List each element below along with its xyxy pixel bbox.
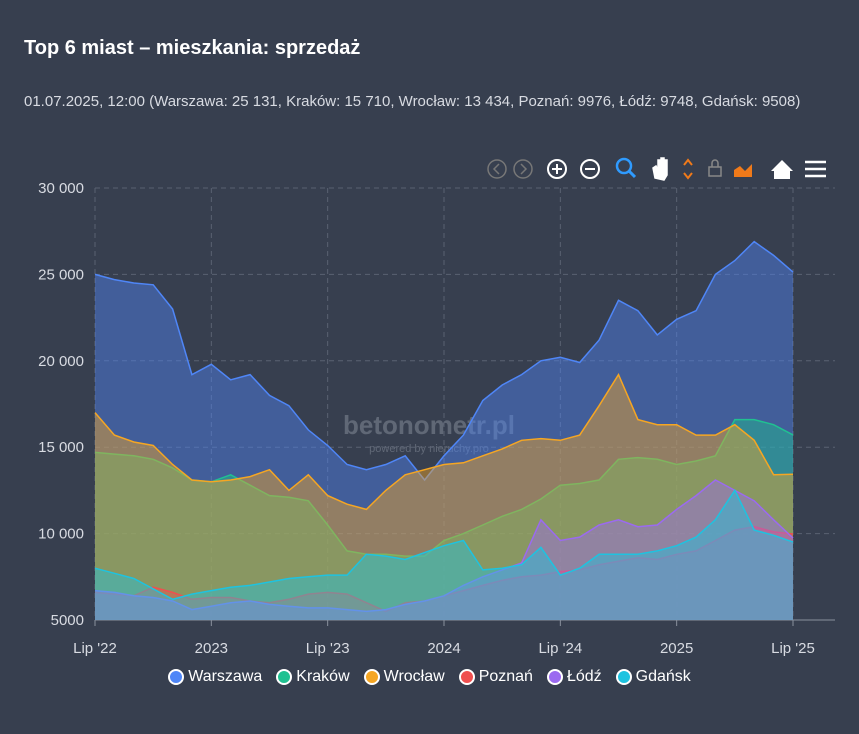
area-fill bbox=[95, 241, 793, 620]
legend-item[interactable]: Kraków bbox=[276, 668, 350, 686]
legend-marker bbox=[546, 669, 563, 685]
x-tick-label: Lip '23 bbox=[306, 640, 350, 657]
legend-label: Łódź bbox=[566, 668, 602, 685]
zoom-select[interactable] bbox=[615, 157, 637, 179]
area-fill bbox=[95, 526, 793, 620]
series-line bbox=[94, 479, 794, 613]
menu[interactable] bbox=[805, 160, 826, 178]
legend-label: Gdańsk bbox=[635, 668, 691, 685]
legend-marker bbox=[276, 669, 293, 685]
chart-subtitle: 01.07.2025, 12:00 (Warszawa: 25 131, Kra… bbox=[24, 93, 801, 110]
area-fill bbox=[95, 374, 793, 620]
legend-marker bbox=[615, 669, 632, 685]
legend: Warszawa Kraków Wrocław Poznań Łódź Gdańsk bbox=[0, 668, 859, 686]
y-tick-label: 5000 bbox=[51, 612, 84, 629]
watermark: betonometr.pl bbox=[343, 410, 515, 440]
zoom-in[interactable] bbox=[547, 159, 567, 179]
legend-label: Kraków bbox=[296, 668, 350, 685]
legend-label: Poznań bbox=[478, 668, 533, 685]
y-tick-label: 10 000 bbox=[38, 526, 84, 543]
x-tick-label: 2024 bbox=[427, 640, 460, 657]
area-fill bbox=[95, 480, 793, 620]
legend-item[interactable]: Warszawa bbox=[168, 668, 262, 686]
home[interactable] bbox=[771, 160, 793, 179]
legend-item[interactable]: Gdańsk bbox=[615, 668, 691, 686]
pan-right[interactable] bbox=[513, 159, 533, 179]
x-tick-label: 2025 bbox=[660, 640, 693, 657]
watermark-note: powered by nieruchy.pro bbox=[369, 443, 489, 455]
y-tick-label: 30 000 bbox=[38, 180, 84, 197]
legend-item[interactable]: Łódź bbox=[546, 668, 602, 686]
toolbar bbox=[487, 157, 826, 181]
x-tick-label: Lip '24 bbox=[538, 640, 582, 657]
legend-marker bbox=[363, 669, 380, 685]
legend-label: Wrocław bbox=[383, 668, 445, 685]
x-tick-label: Lip '25 bbox=[771, 640, 815, 657]
area-fill bbox=[95, 490, 793, 620]
legend-item[interactable]: Wrocław bbox=[363, 668, 445, 686]
zoom-out[interactable] bbox=[580, 159, 600, 179]
x-tick-label: 2023 bbox=[195, 640, 228, 657]
legend-marker bbox=[168, 669, 185, 685]
pan-left[interactable] bbox=[487, 159, 507, 179]
series-line bbox=[94, 372, 794, 511]
series-line bbox=[94, 240, 794, 482]
legend-label: Warszawa bbox=[188, 668, 263, 685]
pan[interactable] bbox=[652, 157, 668, 181]
chart-title: Top 6 miast – mieszkania: sprzedaż bbox=[24, 37, 361, 59]
lock[interactable] bbox=[708, 159, 722, 177]
legend-item[interactable]: Poznań bbox=[458, 668, 533, 686]
reset-y[interactable] bbox=[683, 158, 693, 180]
legend-marker bbox=[458, 669, 475, 685]
chart-type[interactable] bbox=[734, 164, 752, 177]
y-tick-label: 25 000 bbox=[38, 266, 84, 283]
y-tick-label: 15 000 bbox=[38, 439, 84, 456]
area-fill bbox=[95, 419, 793, 620]
y-tick-label: 20 000 bbox=[38, 353, 84, 370]
series-line bbox=[94, 488, 794, 601]
x-tick-label: Lip '22 bbox=[73, 640, 117, 657]
